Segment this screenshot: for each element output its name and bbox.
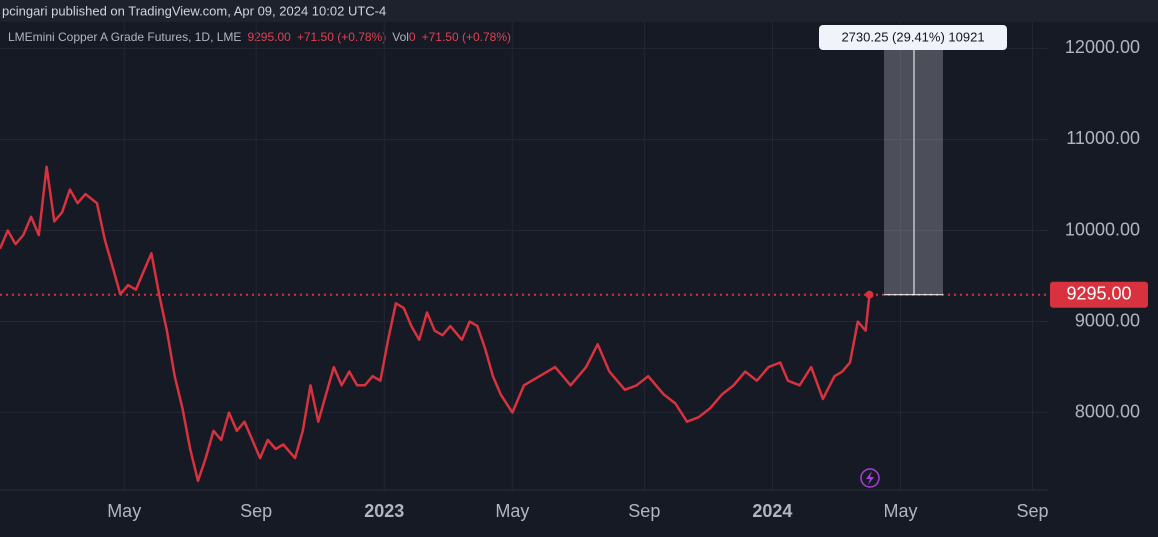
event-icon[interactable] xyxy=(860,468,880,488)
x-tick-label: Sep xyxy=(240,501,272,521)
y-tick-label: 12000.00 xyxy=(1065,37,1140,57)
symbol: LMEmini Copper A Grade Futures, 1D, LME xyxy=(8,30,241,44)
event-icon-bolt xyxy=(866,471,874,485)
x-tick-label: Sep xyxy=(1016,501,1048,521)
x-tick-label: May xyxy=(883,501,917,521)
price: 9295.00 xyxy=(247,30,291,44)
change: +71.50 (+0.78%) xyxy=(297,30,386,44)
x-tick-label: Sep xyxy=(628,501,660,521)
y-tick-label: 8000.00 xyxy=(1075,401,1140,421)
vol-value: 0 xyxy=(409,30,416,44)
y-tick-label: 11000.00 xyxy=(1066,128,1140,148)
x-tick-label: May xyxy=(107,501,141,521)
publisher: pcingari published on TradingView.com, A… xyxy=(2,3,386,18)
vol-change: +71.50 (+0.78%) xyxy=(422,30,511,44)
top-bar xyxy=(0,0,1158,22)
last-point xyxy=(865,290,874,299)
x-tick-label: 2024 xyxy=(752,501,792,521)
annotation: 2730.25 (29.41%) 10921 xyxy=(841,29,984,44)
legend-symbol: LMEmini Copper A Grade Futures, 1D, LME 9… xyxy=(8,30,511,44)
annotation-box xyxy=(819,25,1007,50)
price-line xyxy=(0,165,871,483)
last-price-label: 9295.00 xyxy=(1066,283,1131,303)
y-tick-label: 10000.00 xyxy=(1065,219,1140,239)
y-tick-label: 9000.00 xyxy=(1075,310,1140,330)
last-price-box xyxy=(1050,281,1148,308)
x-tick-label: 2023 xyxy=(364,501,404,521)
x-tick-label: May xyxy=(495,501,529,521)
vol-label: Vol xyxy=(392,30,409,44)
